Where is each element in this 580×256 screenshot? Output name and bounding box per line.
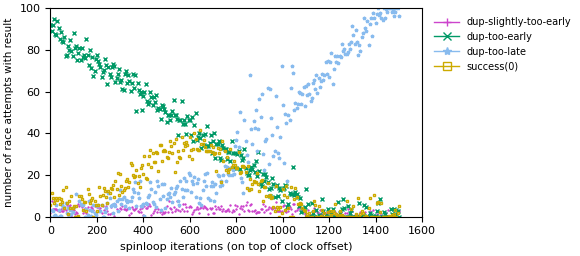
Legend: dup-slightly-too-early, dup-too-early, dup-too-late, success(0): dup-slightly-too-early, dup-too-early, d… — [430, 13, 575, 75]
X-axis label: spinloop iterations (on top of clock offset): spinloop iterations (on top of clock off… — [120, 242, 353, 252]
Y-axis label: number of race attempts with result: number of race attempts with result — [4, 18, 14, 207]
